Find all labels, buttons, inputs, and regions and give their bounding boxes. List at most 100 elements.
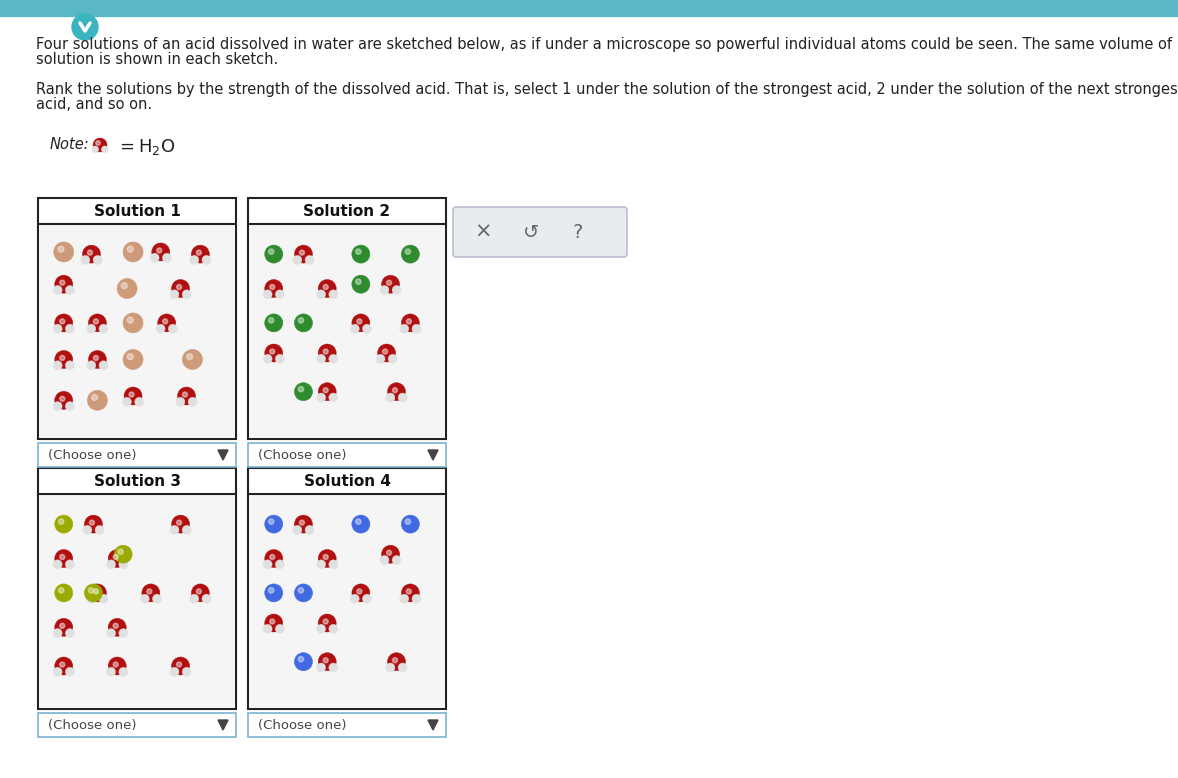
Circle shape xyxy=(318,653,336,671)
Circle shape xyxy=(317,663,325,672)
Circle shape xyxy=(170,668,179,676)
Circle shape xyxy=(177,285,181,289)
Circle shape xyxy=(188,398,197,406)
Polygon shape xyxy=(428,450,438,460)
Circle shape xyxy=(158,314,176,332)
Polygon shape xyxy=(218,720,229,730)
Circle shape xyxy=(119,668,128,676)
Circle shape xyxy=(60,356,65,360)
Circle shape xyxy=(363,594,371,603)
Circle shape xyxy=(270,555,274,559)
Circle shape xyxy=(299,520,304,525)
Circle shape xyxy=(65,286,74,295)
Circle shape xyxy=(183,392,187,397)
Circle shape xyxy=(293,255,302,265)
Circle shape xyxy=(294,515,312,533)
Polygon shape xyxy=(428,720,438,730)
Circle shape xyxy=(383,349,388,354)
Circle shape xyxy=(294,383,312,401)
Circle shape xyxy=(93,589,99,594)
Circle shape xyxy=(119,629,128,638)
Circle shape xyxy=(81,255,90,265)
Circle shape xyxy=(123,349,143,370)
Circle shape xyxy=(106,560,115,569)
Text: Solution 2: Solution 2 xyxy=(304,204,391,219)
Circle shape xyxy=(265,549,283,567)
Circle shape xyxy=(329,290,338,299)
Circle shape xyxy=(119,560,128,569)
Circle shape xyxy=(172,657,190,675)
Circle shape xyxy=(54,275,73,293)
Circle shape xyxy=(170,290,179,299)
Circle shape xyxy=(329,560,338,569)
Circle shape xyxy=(269,317,274,323)
Circle shape xyxy=(265,515,283,533)
Circle shape xyxy=(329,393,338,402)
Circle shape xyxy=(276,290,284,299)
Circle shape xyxy=(123,242,143,262)
Circle shape xyxy=(382,275,399,293)
FancyBboxPatch shape xyxy=(454,207,627,257)
Bar xyxy=(38,198,236,439)
Circle shape xyxy=(294,584,312,602)
Circle shape xyxy=(276,625,284,633)
Circle shape xyxy=(293,525,302,534)
Circle shape xyxy=(123,398,132,406)
Circle shape xyxy=(265,245,283,263)
Circle shape xyxy=(323,619,329,624)
Circle shape xyxy=(357,589,362,594)
Circle shape xyxy=(152,594,161,603)
Circle shape xyxy=(54,350,73,369)
Text: solution is shown in each sketch.: solution is shown in each sketch. xyxy=(37,52,278,67)
Circle shape xyxy=(172,515,190,533)
Text: ?: ? xyxy=(573,223,583,241)
Circle shape xyxy=(127,354,133,359)
Text: Four solutions of an acid dissolved in water are sketched below, as if under a m: Four solutions of an acid dissolved in w… xyxy=(37,37,1172,52)
Circle shape xyxy=(54,584,73,602)
Circle shape xyxy=(265,279,283,297)
Circle shape xyxy=(402,584,419,602)
Circle shape xyxy=(87,594,95,603)
Circle shape xyxy=(386,550,391,555)
Circle shape xyxy=(82,525,92,534)
Circle shape xyxy=(150,254,159,262)
Circle shape xyxy=(380,286,389,295)
Circle shape xyxy=(386,280,391,286)
Circle shape xyxy=(59,587,64,593)
Circle shape xyxy=(155,324,165,333)
Bar xyxy=(38,468,236,709)
Bar xyxy=(249,495,445,708)
Text: Solution 4: Solution 4 xyxy=(304,474,390,489)
Bar xyxy=(249,443,446,467)
Circle shape xyxy=(270,285,274,289)
Circle shape xyxy=(388,383,405,401)
Circle shape xyxy=(152,243,170,261)
Circle shape xyxy=(60,319,65,324)
Circle shape xyxy=(95,525,104,534)
Bar xyxy=(38,713,236,737)
Circle shape xyxy=(183,349,203,370)
Circle shape xyxy=(127,246,133,252)
Circle shape xyxy=(294,245,312,263)
Circle shape xyxy=(54,391,73,409)
Circle shape xyxy=(317,560,325,569)
Circle shape xyxy=(130,392,134,397)
Circle shape xyxy=(53,401,62,411)
Circle shape xyxy=(65,401,74,411)
Circle shape xyxy=(356,249,360,254)
Circle shape xyxy=(298,317,304,323)
Circle shape xyxy=(87,324,95,333)
Circle shape xyxy=(54,242,74,262)
Circle shape xyxy=(88,350,106,369)
Circle shape xyxy=(323,555,329,559)
Circle shape xyxy=(178,387,196,405)
Circle shape xyxy=(88,584,106,602)
Circle shape xyxy=(121,282,127,289)
Circle shape xyxy=(318,549,336,567)
Circle shape xyxy=(389,354,397,363)
Circle shape xyxy=(269,519,274,524)
Bar xyxy=(249,713,446,737)
Circle shape xyxy=(95,141,100,145)
Text: Note:: Note: xyxy=(49,137,90,152)
Circle shape xyxy=(65,560,74,569)
